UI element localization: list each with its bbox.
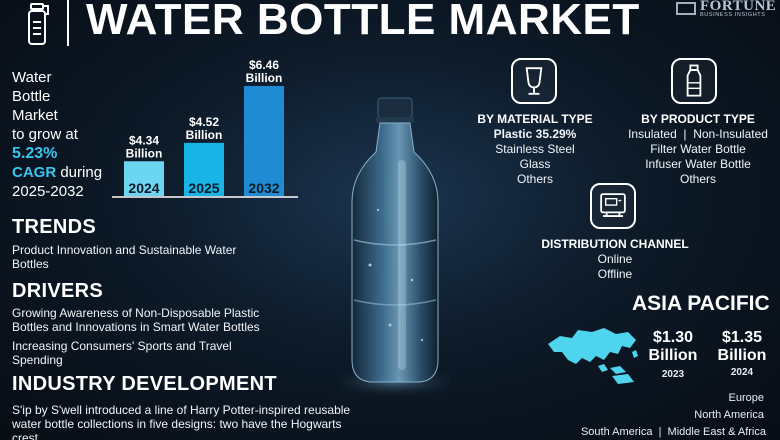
bottle-icon [671, 58, 717, 104]
product-type-line: Insulated | Non-Insulated [628, 127, 768, 141]
bar-category-label: 2025 [188, 180, 219, 196]
growth-line: to grow at [12, 126, 78, 143]
market-size-bar-chart: 2024$4.34Billion2025$4.52Billion2032$6.4… [112, 58, 298, 198]
ap-value: $1.35 [721, 329, 763, 346]
growth-during: during [56, 164, 103, 181]
bar-value-label: $4.52 [189, 115, 219, 129]
brand-subtitle: BUSINESS INSIGHTS [700, 12, 766, 18]
distribution-channel-item: Offline [597, 267, 633, 281]
asia-pacific-year-2023: 2023 [661, 369, 685, 380]
asia-pacific-value-2024: $1.35 Billion [712, 329, 772, 365]
industry-development-text: S'ip by S'well introduced a line of Harr… [12, 403, 351, 440]
water-bottle-icon [28, 3, 49, 45]
bar-category-label: 2024 [128, 180, 159, 196]
bar-2032 [244, 86, 284, 196]
material-type-item: Glass [519, 157, 551, 171]
trends-heading: TRENDS [12, 216, 97, 238]
trends-text: Product Innovation and Sustainable Water… [12, 243, 237, 271]
material-type-item: Stainless Steel [495, 142, 575, 156]
header-divider [67, 0, 69, 46]
ap-unit: Billion [717, 347, 767, 364]
growth-summary: Water Bottle Market to grow at 5.23% CAG… [12, 68, 122, 201]
asia-pacific-value-2023: $1.30 Billion [640, 329, 706, 365]
distribution-channel-item: Online [597, 252, 633, 266]
cagr-label: CAGR [12, 164, 57, 181]
bar-2025 [184, 142, 224, 196]
ap-unit: Billion [648, 347, 698, 364]
store-icon [590, 183, 636, 229]
water-bottle-illustration [340, 97, 450, 398]
material-type-item: Others [516, 172, 553, 186]
region-north-america: North America [694, 409, 764, 421]
product-type-item: Infuser Water Bottle [645, 157, 751, 171]
asia-pacific-title: ASIA PACIFIC [632, 292, 770, 315]
bar-value-unit: Billion [186, 128, 223, 142]
bar-2024 [124, 161, 164, 196]
bar-value-unit: Billion [126, 146, 163, 160]
brand-logo: FORTUNE BUSINESS INSIGHTS [676, 0, 780, 20]
drivers-heading: DRIVERS [12, 280, 104, 302]
product-type-heading: BY PRODUCT TYPE [641, 112, 755, 126]
drivers-text-2: Increasing Consumers' Sports and Travel … [12, 339, 232, 367]
drivers-text-1: Growing Awareness of Non-Disposable Plas… [12, 306, 260, 334]
bar-value-unit: Billion [246, 71, 283, 85]
ap-value: $1.30 [652, 329, 694, 346]
bar-value-label: $4.34 [129, 133, 159, 147]
asia-pacific-map-icon [548, 328, 638, 384]
product-type-item: Others [679, 172, 716, 186]
asia-pacific-year-2024: 2024 [730, 367, 754, 378]
growth-line: Market [12, 107, 58, 124]
cagr-value: 5.23% [12, 145, 58, 162]
region-europe: Europe [728, 392, 764, 404]
page-title: WATER BOTTLE MARKET [86, 0, 640, 44]
fortune-logo-icon [676, 2, 696, 15]
region-south-america-mea: South America | Middle East & Africa [580, 426, 766, 438]
material-type-heading: BY MATERIAL TYPE [477, 112, 593, 126]
bar-category-label: 2032 [248, 180, 279, 196]
material-type-segment: BY MATERIAL TYPE Plastic 35.29% Stainles… [470, 112, 600, 187]
bar-value-label: $6.46 [249, 58, 279, 72]
distribution-channel-segment: DISTRIBUTION CHANNEL Online Offline [540, 237, 690, 282]
growth-line: Bottle [12, 88, 51, 105]
growth-period: 2025-2032 [12, 183, 84, 200]
growth-line: Water [12, 69, 52, 86]
industry-development-heading: INDUSTRY DEVELOPMENT [12, 373, 277, 395]
distribution-channel-heading: DISTRIBUTION CHANNEL [541, 237, 689, 251]
brand-name: FORTUNE [700, 0, 777, 14]
product-type-segment: BY PRODUCT TYPE Insulated | Non-Insulate… [622, 112, 774, 187]
material-type-lead: Plastic 35.29% [493, 127, 577, 141]
glass-icon [511, 58, 557, 104]
product-type-item: Filter Water Bottle [650, 142, 746, 156]
